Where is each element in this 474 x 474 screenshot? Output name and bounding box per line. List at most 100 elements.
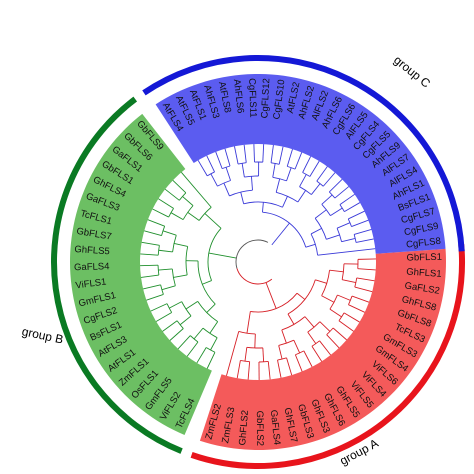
tree-branch xyxy=(357,268,376,271)
tree-branch xyxy=(339,204,345,212)
tree-branch xyxy=(238,330,256,335)
tree-branch xyxy=(286,149,293,167)
tree-branch xyxy=(172,235,177,252)
tree-branch xyxy=(253,144,255,163)
tree-branch xyxy=(304,316,315,328)
tree-branch xyxy=(314,209,327,219)
tree-branch xyxy=(302,156,312,173)
tree-root xyxy=(235,239,269,269)
tree-branch xyxy=(161,285,176,291)
tree-branch xyxy=(321,194,333,205)
tree-branch xyxy=(186,341,199,357)
group-b-label: group B xyxy=(21,324,65,346)
tree-branch xyxy=(262,202,264,213)
tree-branch xyxy=(226,331,240,376)
leaf-label: CgFLS8 xyxy=(406,236,442,251)
tree-branch xyxy=(210,173,218,187)
tree-branch xyxy=(271,222,290,246)
tree-branch xyxy=(147,219,165,227)
tree-branch xyxy=(342,279,356,284)
tree-branch xyxy=(250,176,253,191)
tree-branch xyxy=(351,219,369,227)
tree-branch xyxy=(206,155,215,173)
tree-branch xyxy=(286,167,292,182)
tree-branch xyxy=(140,253,159,256)
tree-branch xyxy=(254,333,256,348)
tree-branch xyxy=(329,269,344,273)
tree-branch xyxy=(244,347,248,362)
tree-branch xyxy=(286,357,293,376)
tree-branch xyxy=(182,205,194,220)
tree-branch xyxy=(160,284,164,295)
tree-branch xyxy=(234,146,239,165)
tree-branch xyxy=(305,243,316,248)
tree-branch xyxy=(197,160,208,177)
tree-branch xyxy=(311,345,323,362)
tree-branch xyxy=(299,174,307,187)
tree-branch xyxy=(314,218,327,240)
tree-branch xyxy=(140,274,159,278)
tree-branch xyxy=(321,270,330,296)
tree-branch xyxy=(247,361,251,380)
tree-branch xyxy=(309,160,320,177)
tree-branch xyxy=(326,334,340,349)
tree-branch xyxy=(169,301,182,309)
tree-branch xyxy=(141,241,160,246)
tree-branch xyxy=(297,190,306,203)
tree-branch xyxy=(210,337,218,351)
tree-branch xyxy=(179,315,192,326)
tree-branch xyxy=(296,292,306,300)
tree-branch xyxy=(353,234,357,243)
tree-branch xyxy=(185,300,198,310)
tree-branch xyxy=(267,361,271,380)
tree-branch xyxy=(329,308,342,318)
tree-branch xyxy=(171,268,176,286)
tree-branch xyxy=(182,196,194,206)
tree-branch xyxy=(347,218,352,227)
tree-branch xyxy=(277,357,287,361)
tree-branch xyxy=(262,347,265,362)
tree-branch xyxy=(193,327,204,340)
tree-branch xyxy=(343,312,360,323)
tree-branch xyxy=(356,277,375,282)
tree-branch xyxy=(329,178,343,193)
tree-branch xyxy=(322,172,336,187)
tree-branch xyxy=(202,280,212,285)
tree-branch xyxy=(143,284,161,290)
tree-branch xyxy=(241,163,245,178)
tree-branch xyxy=(278,146,284,165)
tree-branch xyxy=(262,144,265,163)
leaf-label: CgFLS12 xyxy=(259,78,272,119)
tree-branch xyxy=(206,303,216,313)
tree-branch xyxy=(204,213,222,229)
tree-branch xyxy=(338,320,354,332)
tree-branch xyxy=(177,335,191,350)
tree-branch xyxy=(164,188,180,201)
clade-bands xyxy=(70,73,446,450)
leaf-label: GbFLS1 xyxy=(406,252,442,264)
tree-branch xyxy=(196,347,207,364)
tree-branch xyxy=(294,152,303,170)
tree-branch xyxy=(270,144,274,163)
tree-branch xyxy=(287,313,295,325)
tree-branch xyxy=(354,286,373,293)
tree-branch xyxy=(206,352,216,369)
tree-branch xyxy=(303,350,313,368)
leaf-label: AhFLS6 xyxy=(231,79,246,114)
tree-branch xyxy=(205,347,216,353)
tree-branch xyxy=(236,360,241,379)
tree-branch xyxy=(307,331,317,344)
tree-branch xyxy=(311,183,321,195)
group-a-band xyxy=(199,248,446,450)
leaf-label: GbFLS2 xyxy=(254,411,265,446)
tree-branch xyxy=(215,151,223,169)
tree-branch xyxy=(316,166,328,182)
tree-branch xyxy=(168,208,174,218)
leaf-label: CgFLS10 xyxy=(271,79,287,120)
tree-branch xyxy=(208,252,237,259)
tree-root xyxy=(236,268,273,285)
tree-branch xyxy=(150,303,168,312)
tree-branch xyxy=(334,186,350,199)
tree-branch xyxy=(272,163,276,178)
group-c-band xyxy=(155,73,446,254)
